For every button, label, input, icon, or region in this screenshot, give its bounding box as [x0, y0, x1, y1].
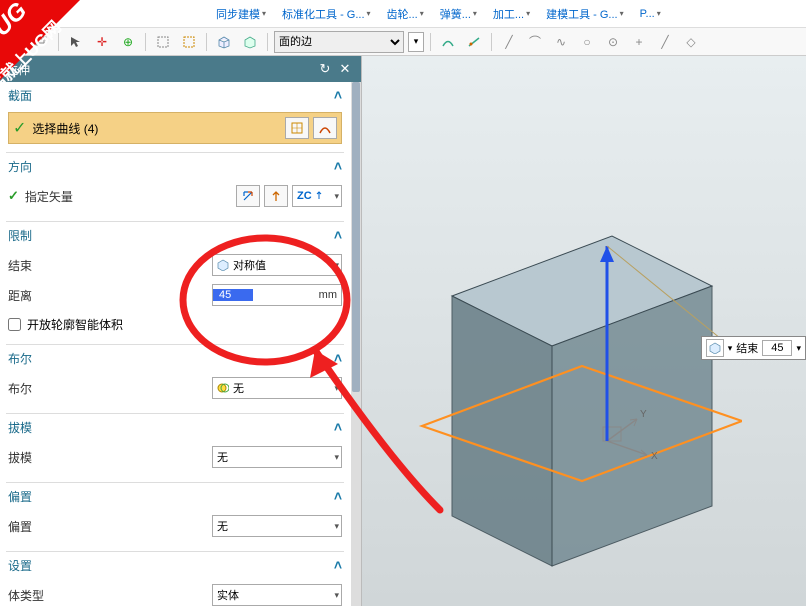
tool-spline[interactable]: ∿ [550, 31, 572, 53]
section-bool-header[interactable]: 布尔 ˄ [6, 345, 344, 371]
chevron-up-icon: ˄ [334, 419, 342, 435]
bool-label: 布尔 [8, 380, 128, 397]
end-type-select[interactable]: 对称值 ▾ [212, 254, 342, 276]
tool-square[interactable]: ◇ [680, 31, 702, 53]
tool-plus[interactable]: + [628, 31, 650, 53]
tool-arc[interactable]: ⌒ [524, 31, 546, 53]
tool-rect-select[interactable] [152, 31, 174, 53]
menu-std-tools[interactable]: 标准化工具 - G...▾ [276, 4, 377, 24]
tool-slash[interactable]: ╱ [654, 31, 676, 53]
extrude-panel: 拉伸 ↻ ✕ 截面 ˄ ✓ 选择曲线 (4) 方向 [0, 56, 362, 606]
tool-pick[interactable]: ⬚ [4, 31, 26, 53]
section-limit: 限制 ˄ 结束 对称值 ▾ 距离 [6, 222, 344, 345]
menu-spring[interactable]: 弹簧...▾ [434, 4, 483, 24]
float-cube-icon[interactable] [706, 339, 724, 357]
select-curve-row[interactable]: ✓ 选择曲线 (4) [8, 112, 342, 144]
draft-select[interactable]: 无 ▾ [212, 446, 342, 468]
bool-select[interactable]: 无 ▾ [212, 377, 342, 399]
filter-dropdown[interactable]: ▾ [408, 32, 424, 52]
svg-text:Y: Y [640, 409, 647, 420]
check-icon: ✓ [8, 188, 19, 204]
cube-preview: X Y [382, 176, 742, 576]
offset-select[interactable]: 无 ▾ [212, 515, 342, 537]
section-settings: 设置 ˄ 体类型 实体 ▾ [6, 552, 344, 606]
end-label: 结束 [8, 257, 128, 274]
tool-lasso[interactable] [178, 31, 200, 53]
selection-toolbar: ⬚ ✛ ⊕ 面的边 ▾ ╱ ⌒ ∿ ○ ⊙ + ╱ ◇ [0, 28, 806, 56]
chevron-up-icon: ˄ [334, 350, 342, 366]
section-draft-header[interactable]: 拔模 ˄ [6, 414, 344, 440]
tool-curve-1[interactable] [437, 31, 459, 53]
panel-scrollbar[interactable] [351, 82, 361, 606]
float-measure-box[interactable]: ▾ 结束 45 ▾ [701, 336, 806, 360]
body-type-label: 体类型 [8, 587, 128, 604]
section-face-header[interactable]: 截面 ˄ [6, 82, 344, 108]
float-value: 45 [762, 340, 792, 356]
tool-filter[interactable]: ⊕ [117, 31, 139, 53]
distance-input[interactable]: 45 mm [212, 284, 342, 306]
chevron-up-icon: ˄ [334, 87, 342, 103]
open-profile-row[interactable]: 开放轮廓智能体积 [8, 312, 342, 336]
panel-close-icon[interactable]: ✕ [335, 59, 355, 79]
float-end-label: 结束 [736, 340, 758, 356]
draft-label: 拔模 [8, 449, 128, 466]
sketch-icon-button[interactable] [285, 117, 309, 139]
panel-header: 拉伸 ↻ ✕ [0, 56, 361, 82]
menu-p[interactable]: P...▾ [634, 6, 667, 22]
distance-label: 距离 [8, 287, 128, 304]
tool-line[interactable]: ╱ [498, 31, 520, 53]
chevron-up-icon: ˄ [334, 227, 342, 243]
chevron-up-icon: ˄ [334, 488, 342, 504]
tool-layer[interactable] [30, 31, 52, 53]
menu-modeling-tools[interactable]: 建模工具 - G...▾ [540, 4, 630, 24]
vector-zc-select[interactable]: ZC ▾ [292, 185, 342, 207]
check-icon: ✓ [13, 118, 26, 138]
menu-gear[interactable]: 齿轮...▾ [381, 4, 430, 24]
section-face: 截面 ˄ ✓ 选择曲线 (4) [6, 82, 344, 153]
3d-viewport[interactable]: X Y ▾ 结束 45 ▾ [362, 56, 806, 606]
menu-machining[interactable]: 加工...▾ [487, 4, 536, 24]
tool-face[interactable] [239, 31, 261, 53]
svg-text:X: X [651, 451, 658, 462]
vector-pick-button[interactable] [264, 185, 288, 207]
tool-target[interactable]: ⊙ [602, 31, 624, 53]
section-direction-header[interactable]: 方向 ˄ [6, 153, 344, 179]
tool-circle[interactable]: ○ [576, 31, 598, 53]
vector-reverse-button[interactable] [236, 185, 260, 207]
section-offset: 偏置 ˄ 偏置 无 ▾ [6, 483, 344, 552]
menu-sync-modeling[interactable]: 同步建模▾ [210, 4, 272, 24]
curve-icon-button[interactable] [313, 117, 337, 139]
main-menubar: 同步建模▾ 标准化工具 - G...▾ 齿轮...▾ 弹簧...▾ 加工...▾… [0, 0, 806, 28]
specify-vector-label: 指定矢量 [25, 188, 145, 205]
open-profile-checkbox[interactable] [8, 318, 21, 331]
panel-title: 拉伸 [6, 61, 30, 78]
tool-cursor[interactable] [65, 31, 87, 53]
section-bool: 布尔 ˄ 布尔 无 ▾ [6, 345, 344, 414]
body-type-select[interactable]: 实体 ▾ [212, 584, 342, 606]
section-direction: 方向 ˄ ✓ 指定矢量 ZC ▾ [6, 153, 344, 222]
offset-label: 偏置 [8, 518, 128, 535]
section-offset-header[interactable]: 偏置 ˄ [6, 483, 344, 509]
chevron-up-icon: ˄ [334, 158, 342, 174]
section-settings-header[interactable]: 设置 ˄ [6, 552, 344, 578]
filter-select[interactable]: 面的边 [274, 31, 404, 53]
tool-box[interactable] [213, 31, 235, 53]
section-draft: 拔模 ˄ 拔模 无 ▾ [6, 414, 344, 483]
section-limit-header[interactable]: 限制 ˄ [6, 222, 344, 248]
tool-point[interactable]: ✛ [91, 31, 113, 53]
chevron-up-icon: ˄ [334, 557, 342, 573]
panel-refresh-icon[interactable]: ↻ [315, 59, 335, 79]
tool-curve-2[interactable] [463, 31, 485, 53]
